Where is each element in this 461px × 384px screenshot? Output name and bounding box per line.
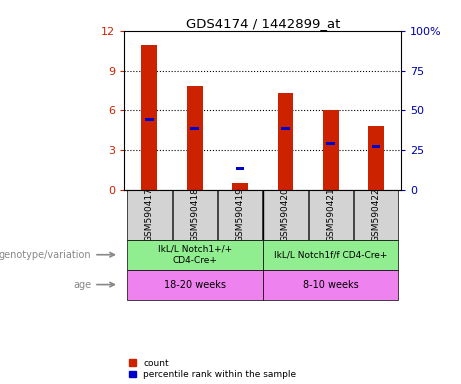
Text: IkL/L Notch1+/+
CD4-Cre+: IkL/L Notch1+/+ CD4-Cre+ <box>158 245 232 265</box>
Title: GDS4174 / 1442899_at: GDS4174 / 1442899_at <box>186 17 340 30</box>
Text: GSM590417: GSM590417 <box>145 187 154 242</box>
Bar <box>127 270 263 300</box>
Text: IkL/L Notch1f/f CD4-Cre+: IkL/L Notch1f/f CD4-Cre+ <box>274 250 388 259</box>
Text: GSM590420: GSM590420 <box>281 187 290 242</box>
Bar <box>236 167 244 170</box>
Bar <box>368 126 384 190</box>
Bar <box>232 184 248 190</box>
Bar <box>218 190 262 240</box>
Bar <box>127 190 171 240</box>
Text: genotype/variation: genotype/variation <box>0 250 91 260</box>
Bar <box>172 190 217 240</box>
Bar <box>187 86 203 190</box>
Bar <box>308 190 353 240</box>
Bar <box>263 270 398 300</box>
Bar <box>263 240 398 270</box>
Bar <box>142 45 157 190</box>
Bar <box>263 190 307 240</box>
Bar <box>323 110 339 190</box>
Bar <box>326 142 335 145</box>
Bar <box>278 93 293 190</box>
Text: 8-10 weeks: 8-10 weeks <box>303 280 359 290</box>
Bar <box>145 118 154 121</box>
Legend: count, percentile rank within the sample: count, percentile rank within the sample <box>129 359 296 379</box>
Text: GSM590418: GSM590418 <box>190 187 199 242</box>
Text: age: age <box>73 280 91 290</box>
Text: 18-20 weeks: 18-20 weeks <box>164 280 226 290</box>
Bar <box>372 145 380 148</box>
Bar <box>354 190 398 240</box>
Text: GSM590419: GSM590419 <box>236 187 245 242</box>
Bar <box>127 240 263 270</box>
Text: GSM590422: GSM590422 <box>372 188 381 242</box>
Text: GSM590421: GSM590421 <box>326 187 335 242</box>
Bar <box>281 127 290 131</box>
Bar <box>190 127 199 131</box>
